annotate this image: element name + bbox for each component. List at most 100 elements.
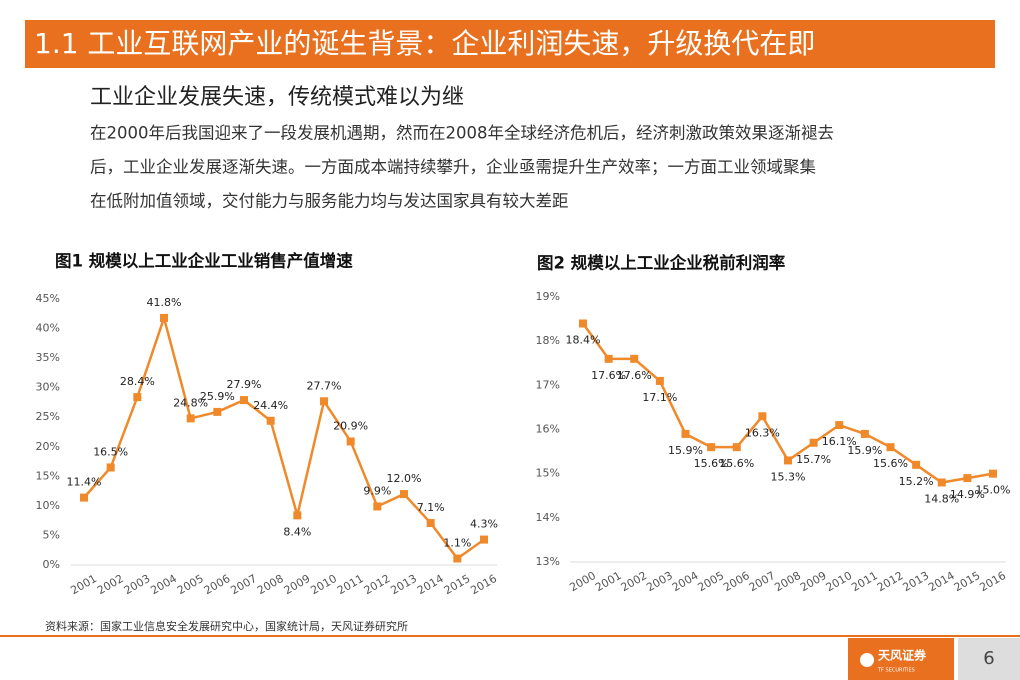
body-line: 在2000年后我国迎来了一段发展机遇期，然而在2008年全球经济危机后，经济刺激… [90,124,834,143]
data-label: 14.9% [950,488,985,501]
x-tick-label: 2014 [415,572,446,597]
point-marker [293,511,302,520]
data-label: 17.6% [617,369,652,382]
point-marker [320,397,328,406]
x-tick-label: 2013 [388,572,419,597]
data-label: 15.6% [694,457,729,470]
y-tick-label: 0% [43,558,60,571]
data-label: 14.8% [924,493,959,506]
point-marker [630,354,639,363]
data-label: 7.1% [417,501,445,514]
point-marker [707,443,716,452]
data-label: 15.7% [796,453,831,466]
point-marker [860,429,869,438]
point-marker [346,437,355,446]
point-marker [186,414,195,423]
x-tick-label: 2008 [255,572,286,597]
y-tick-label: 40% [36,322,60,335]
subtitle: 工业企业发展失速，传统模式难以为继 [90,85,464,110]
point-marker [213,407,222,416]
x-tick-label: 2001 [68,572,99,597]
header-bar [25,20,995,68]
point-marker [655,376,664,385]
data-label: 24.4% [253,399,288,412]
data-label: 24.8% [173,396,208,409]
point-marker [989,469,997,478]
y-tick-label: 15% [536,467,560,480]
data-label: 18.4% [566,334,601,347]
body-line: 在低附加值领域，交付能力与服务能力均与发达国家具有较大差距 [90,192,569,211]
chart-title: 图1 规模以上工业企业工业销售产值增速 [55,251,353,271]
point-marker [912,460,921,469]
page-number: 6 [983,648,994,669]
y-tick-label: 45% [36,292,60,305]
y-tick-label: 20% [36,440,60,453]
chart-title: 图2 规模以上工业企业税前利润率 [537,253,785,273]
data-label: 16.5% [93,445,128,458]
data-label: 8.4% [283,525,311,538]
data-label: 15.2% [899,475,934,488]
data-label: 27.7% [307,379,342,392]
data-label: 25.9% [200,390,235,403]
point-marker [784,456,792,465]
point-marker [681,429,690,438]
data-label: 15.9% [668,444,703,457]
point-marker [160,313,168,322]
data-label: 1.1% [443,536,471,549]
point-marker [480,535,488,544]
logo-icon [860,653,874,667]
data-label: 16.3% [745,426,780,439]
point-marker [732,443,741,452]
x-tick-label: 2003 [122,572,153,597]
point-marker [809,438,818,447]
data-label: 9.9% [363,484,391,497]
x-tick-label: 2004 [148,572,179,597]
slide-title: 1.1 工业互联网产业的诞生背景：企业利润失速，升级换代在即 [34,27,815,60]
x-tick-label: 2009 [282,572,313,597]
x-tick-label: 2002 [95,572,126,597]
data-label: 15.0% [976,484,1011,497]
body-line: 后，工业企业发展逐渐失速。一方面成本端持续攀升，企业亟需提升生产效率；一方面工业… [90,158,816,177]
data-label: 17.1% [642,391,677,404]
x-tick-label: 2006 [202,572,233,597]
x-tick-label: 2015 [442,572,473,597]
data-label: 11.4% [67,476,102,489]
source-note: 资料来源：国家工业信息安全发展研究中心，国家统计局，天风证券研究所 [45,619,408,633]
point-marker [373,502,382,511]
point-marker [886,443,895,452]
y-tick-label: 16% [536,423,560,436]
data-label: 17.6% [591,369,626,382]
x-tick-label: 2016 [977,569,1008,594]
data-label: 20.9% [333,419,368,432]
y-tick-label: 19% [536,290,560,303]
data-label: 27.9% [227,378,262,391]
point-marker [106,463,115,472]
data-label: 15.6% [873,457,908,470]
point-marker [453,554,462,563]
point-marker [426,519,435,528]
x-tick-label: 2011 [335,572,366,597]
y-tick-label: 25% [36,410,60,423]
point-marker [937,478,946,487]
page-box [958,638,1020,680]
point-marker [80,493,88,502]
x-tick-label: 2012 [362,572,393,597]
x-tick-label: 2016 [468,572,499,597]
point-marker [835,421,844,430]
data-label: 16.1% [822,435,857,448]
point-marker [400,490,408,499]
point-marker [579,319,587,328]
point-marker [240,396,248,405]
point-marker [604,354,613,363]
data-label: 12.0% [387,472,422,485]
data-label: 41.8% [147,296,182,309]
data-label: 15.6% [719,457,754,470]
y-tick-label: 15% [36,469,60,482]
x-tick-label: 2005 [175,572,206,597]
y-tick-label: 10% [36,499,60,512]
series-line [83,313,485,561]
y-tick-label: 35% [36,351,60,364]
data-label: 15.9% [847,444,882,457]
data-label: 4.3% [470,518,498,531]
